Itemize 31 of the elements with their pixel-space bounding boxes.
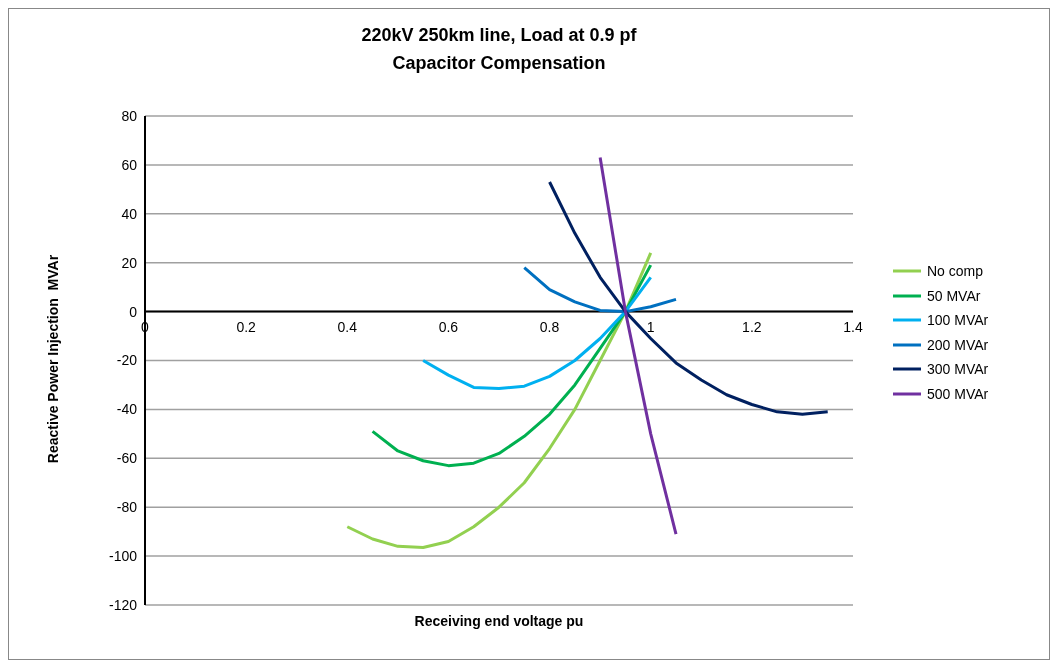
x-tick-label: 0.4 bbox=[337, 318, 358, 335]
y-tick-label: 0 bbox=[129, 303, 138, 320]
x-axis-title: Receiving end voltage pu bbox=[413, 613, 585, 629]
y-tick-label: 60 bbox=[121, 156, 138, 173]
x-tick-label: 0.6 bbox=[438, 318, 459, 335]
y-tick-label: -40 bbox=[116, 401, 138, 418]
x-tick-label: 1.2 bbox=[742, 318, 762, 335]
line-series bbox=[421, 275, 653, 391]
y-axis-title: Reactive Power Injection MVAr bbox=[45, 253, 61, 465]
legend-label: 300 MVAr bbox=[927, 360, 989, 379]
y-tick-label: 40 bbox=[121, 205, 138, 222]
line-series bbox=[522, 266, 678, 314]
y-tick-label: -60 bbox=[116, 450, 138, 467]
x-tick-label: 1 bbox=[646, 318, 655, 335]
legend-label: 500 MVAr bbox=[927, 384, 989, 404]
legend-label: 200 MVAr bbox=[927, 335, 989, 355]
legend-label: No comp bbox=[927, 262, 984, 281]
y-tick-label: -80 bbox=[116, 499, 138, 516]
legend-label: 50 MVAr bbox=[927, 286, 981, 306]
y-tick-label: -120 bbox=[108, 596, 138, 613]
line-series bbox=[371, 263, 653, 468]
y-tick-label: -100 bbox=[108, 548, 138, 565]
x-tick-label: 1.4 bbox=[843, 318, 863, 335]
x-tick-label: 0.8 bbox=[539, 318, 560, 335]
y-tick-label: 20 bbox=[121, 254, 138, 271]
chart-title: 220kV 250km line, Load at 0.9 pf Capacitor Compensation bbox=[360, 24, 638, 75]
x-tick-label: 0.2 bbox=[236, 318, 257, 335]
line-series bbox=[598, 156, 678, 536]
y-tick-label: -20 bbox=[116, 352, 138, 369]
legend-label: 100 MVAr bbox=[927, 311, 989, 330]
y-tick-label: 80 bbox=[121, 107, 138, 124]
